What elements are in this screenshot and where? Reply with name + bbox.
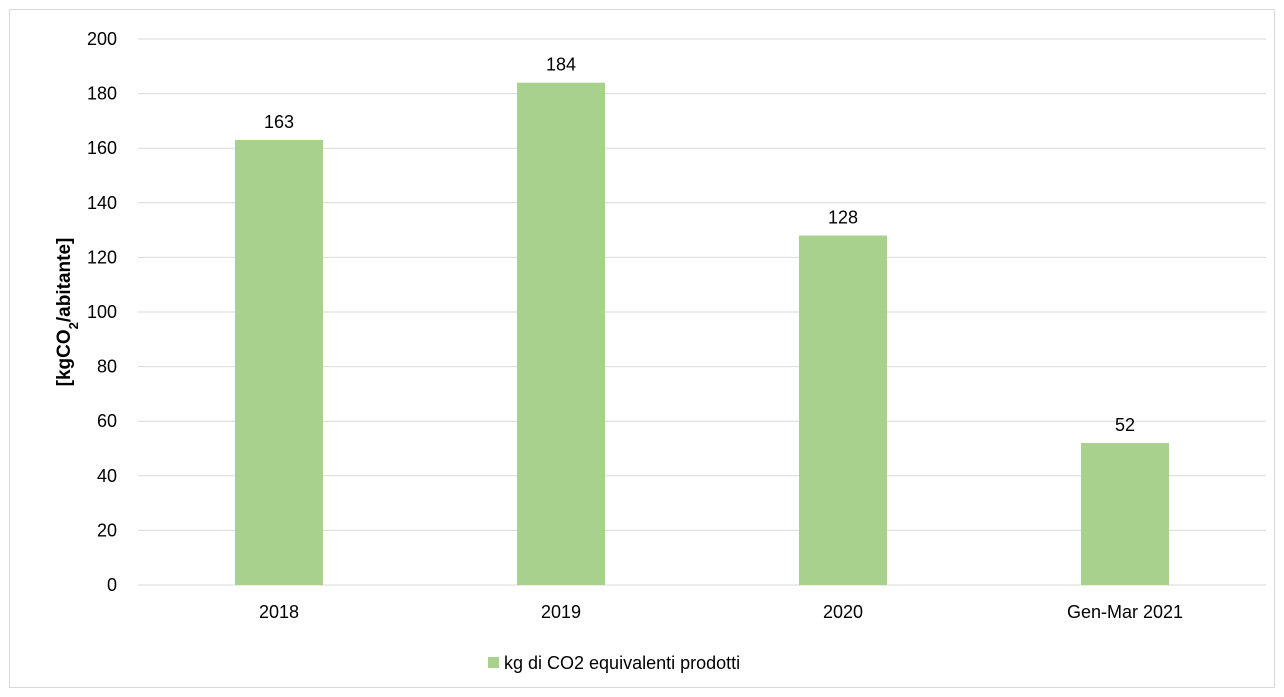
data-label: 128 <box>828 208 858 228</box>
data-label: 52 <box>1115 415 1135 435</box>
y-tick-label: 200 <box>87 29 117 49</box>
bar <box>517 82 605 586</box>
y-axis-title: [kgCO2/abitante] <box>54 238 81 387</box>
bars <box>235 82 1169 586</box>
x-tick-label: 2019 <box>541 602 581 622</box>
data-label: 184 <box>546 55 576 75</box>
y-axis-title-prefix: [kgCO <box>54 329 75 386</box>
bar <box>799 235 887 585</box>
data-labels: 163 184 128 52 <box>264 55 1135 435</box>
y-tick-label: 20 <box>97 520 117 540</box>
legend: kg di CO2 equivalenti prodotti <box>488 653 740 673</box>
y-tick-label: 100 <box>87 302 117 322</box>
y-tick-label: 140 <box>87 193 117 213</box>
legend-swatch <box>488 657 499 668</box>
legend-label: kg di CO2 equivalenti prodotti <box>504 653 740 673</box>
y-tick-label: 180 <box>87 84 117 104</box>
y-axis-title-subscript: 2 <box>66 322 81 329</box>
chart-frame <box>9 9 1275 688</box>
x-tick-label: Gen-Mar 2021 <box>1067 602 1183 622</box>
x-axis-ticks: 2018 2019 2020 Gen-Mar 2021 <box>259 602 1183 622</box>
y-tick-label: 120 <box>87 247 117 267</box>
y-tick-label: 160 <box>87 138 117 158</box>
y-tick-label: 60 <box>97 411 117 431</box>
x-tick-label: 2018 <box>259 602 299 622</box>
data-label: 163 <box>264 112 294 132</box>
y-tick-label: 80 <box>97 357 117 377</box>
y-tick-label: 0 <box>107 575 117 595</box>
bar <box>1081 443 1169 585</box>
y-tick-label: 40 <box>97 466 117 486</box>
y-axis-title-suffix: /abitante] <box>54 238 75 322</box>
gridlines <box>138 38 1266 531</box>
y-axis-ticks: 0 20 40 60 80 100 120 140 160 180 200 <box>87 29 117 595</box>
bar <box>235 140 323 585</box>
x-tick-label: 2020 <box>823 602 863 622</box>
